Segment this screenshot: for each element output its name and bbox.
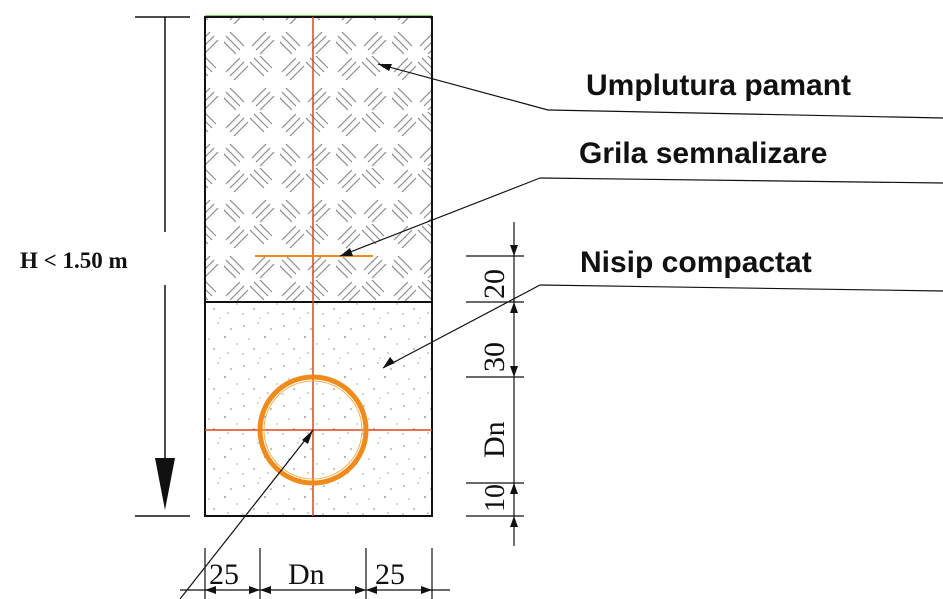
bottom-arrow-6	[421, 586, 432, 594]
dim-cover-above-pipe: 30	[478, 342, 511, 372]
fill-layer	[205, 17, 432, 302]
bottom-arrow-3	[260, 586, 271, 594]
leader-sand-ext	[539, 284, 943, 292]
dim-side-left: 25	[209, 558, 239, 591]
bottom-arrow-5	[366, 586, 377, 594]
arrow-fill	[378, 64, 392, 71]
h-dimension-label: H < 1.50 m	[20, 248, 128, 273]
right-arrow-5	[510, 516, 518, 527]
leader-grid	[339, 177, 541, 257]
h-dim-arrow	[155, 458, 175, 510]
leader-fill	[377, 63, 549, 111]
right-arrow-2	[510, 302, 518, 313]
bottom-arrow-1	[205, 586, 216, 594]
dim-bedding-below-pipe: 10	[480, 484, 511, 512]
label-fill-layer: Umplutura pamant	[586, 69, 851, 102]
pipe	[257, 374, 369, 486]
leader-grid-ext	[539, 177, 943, 184]
right-arrow-1	[510, 245, 518, 256]
trench-outline	[204, 16, 433, 517]
leader-fill-ext	[547, 109, 943, 119]
label-warning-grid: Grila semnalizare	[579, 137, 827, 170]
arrow-sand	[383, 357, 395, 368]
label-sand-layer: Nisip compactat	[580, 246, 812, 279]
pipe-inner	[263, 380, 363, 480]
leader-pipe	[179, 429, 314, 599]
arrow-grid	[340, 248, 353, 256]
arrow-pipe	[302, 430, 313, 444]
right-arrow-3	[510, 366, 518, 377]
dim-side-right: 25	[375, 558, 405, 591]
dim-pipe-height: Dn	[478, 421, 511, 458]
bottom-arrow-4	[355, 586, 366, 594]
right-arrow-4	[510, 483, 518, 494]
bottom-arrow-2	[249, 586, 260, 594]
dim-grid-above-sand: 20	[478, 269, 511, 299]
dim-pipe-width: Dn	[288, 558, 325, 591]
